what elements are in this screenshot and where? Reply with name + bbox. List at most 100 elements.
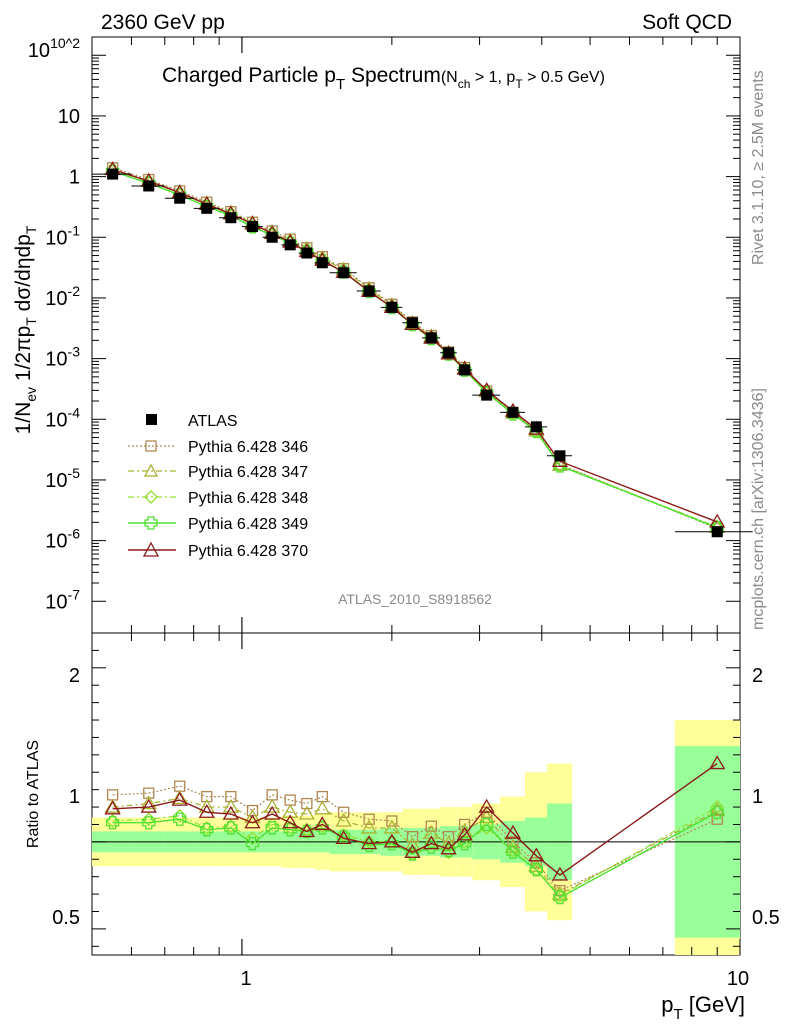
atlas-point	[246, 221, 258, 233]
header-right: Soft QCD	[642, 11, 732, 34]
ratio-series-point	[200, 823, 214, 837]
ratio-series-point	[360, 835, 378, 850]
x-tick-label-10: 10	[727, 968, 749, 990]
ratio-series-point	[198, 803, 215, 818]
atlas-point	[386, 301, 398, 313]
ratio-series-point	[298, 823, 315, 838]
legend-marker-370	[142, 541, 160, 557]
ratio-series-point	[105, 816, 120, 830]
main-y-tick-label: 10-6	[45, 526, 80, 553]
ratio-series-point	[504, 824, 522, 839]
legend: ATLAS Pythia 6.428 346 Pythia 6.428 347 …	[128, 413, 308, 560]
ratio-series-layer	[104, 755, 726, 905]
main-series-point	[551, 456, 569, 471]
main-y-tick-label: 10-7	[45, 586, 80, 613]
ratio-series-point	[244, 814, 261, 829]
legend-label-347: Pythia 6.428 347	[188, 464, 308, 481]
ratio-series-point	[314, 800, 331, 815]
ratio-series-point	[506, 845, 520, 859]
ratio-series-point	[362, 834, 376, 849]
atlas-point	[107, 168, 119, 180]
ratio-series-point	[383, 833, 400, 848]
ratio-series-point	[711, 813, 723, 825]
ratio-series-point	[406, 830, 419, 843]
ratio-y-tick-label-1: 1	[69, 786, 80, 808]
ratio-y-tick-label-2: 2	[69, 665, 80, 687]
ratio-series-point	[458, 818, 471, 831]
ratio-series-point	[386, 815, 398, 827]
ratio-series-point	[265, 821, 279, 835]
ratio-series-point	[140, 795, 157, 810]
legend-marker-347	[143, 463, 159, 477]
ratio-y-tick-label-1-right: 1	[752, 786, 763, 808]
ratio-series-point	[301, 797, 313, 810]
main-series-line	[112, 167, 718, 530]
ratio-series-point	[264, 805, 281, 820]
ratio-series-point	[245, 836, 260, 851]
main-y-tick-label: 10-1	[45, 222, 80, 249]
ratio-series-point	[423, 835, 440, 850]
main-axis-ticks	[92, 36, 740, 602]
ratio-series-point	[456, 826, 473, 841]
ratio-series-point	[424, 836, 439, 851]
ratio-series-point	[141, 812, 156, 827]
ratio-series-point	[222, 798, 239, 813]
main-series-line	[112, 168, 718, 523]
ratio-series-point	[480, 817, 494, 832]
atlas-point	[338, 267, 350, 279]
ratio-series-point	[143, 787, 155, 799]
x-tick-label-1: 1	[240, 968, 251, 990]
atlas-point	[443, 347, 455, 359]
ratio-series-point	[105, 814, 120, 828]
uncertainty-bands	[92, 720, 740, 955]
ratio-plot-frame	[91, 632, 741, 956]
ratio-series-point	[315, 821, 329, 835]
ratio-series-point	[104, 798, 121, 813]
ratio-series-point	[335, 830, 352, 845]
legend-marker-atlas	[146, 414, 157, 425]
ratio-series-point	[265, 817, 280, 832]
analysis-watermark: ATLAS_2010_S8918562	[338, 591, 492, 607]
main-y-axis-label: 1/Nev 1/2πpT dσ/dηdpT	[12, 225, 39, 434]
ratio-series-point	[360, 819, 378, 834]
side-label-rivet: Rivet 3.1.10, ≥ 2.5M events	[750, 70, 767, 265]
ratio-series-point	[225, 790, 237, 803]
atlas-point	[225, 212, 237, 224]
legend-label-348: Pythia 6.428 348	[188, 490, 308, 507]
atlas-point	[301, 247, 313, 259]
ratio-series-point	[140, 798, 157, 813]
ratio-series-point	[298, 805, 315, 820]
main-y-tick-label: 10-5	[45, 465, 80, 492]
atlas-point	[316, 257, 328, 269]
atlas-point	[143, 180, 155, 192]
ratio-series-point	[299, 822, 314, 837]
atlas-point	[711, 526, 723, 538]
atlas-point	[554, 450, 566, 462]
legend-marker-346	[145, 440, 157, 452]
ratio-y-tick-label-2-right: 2	[752, 665, 763, 687]
ratio-series-point	[383, 819, 400, 834]
ratio-y-tick-label-05: 0.5	[52, 907, 80, 929]
ratio-series-point	[104, 800, 121, 815]
atlas-point	[459, 364, 471, 376]
ratio-series-point	[709, 755, 726, 770]
main-y-tick-label: 10-3	[45, 344, 80, 371]
header-left: 2360 GeV pp	[101, 11, 225, 34]
atlas-point	[363, 285, 375, 297]
ratio-series-point	[337, 806, 350, 818]
ratio-series-point	[223, 819, 238, 834]
ratio-series-point	[201, 790, 213, 803]
ratio-series-point	[425, 820, 437, 832]
ratio-series-point	[172, 808, 187, 823]
x-axis-ticks	[91, 37, 741, 955]
main-series-layer	[92, 160, 753, 538]
ratio-series-point	[384, 834, 399, 849]
main-y-tick-label: 10-2	[45, 283, 80, 310]
legend-marker-348	[144, 490, 158, 504]
ratio-series-line	[112, 762, 718, 876]
ratio-series-point	[404, 837, 421, 851]
atlas-point	[507, 406, 519, 418]
ratio-series-point	[551, 866, 569, 881]
ratio-series-point	[284, 794, 296, 806]
